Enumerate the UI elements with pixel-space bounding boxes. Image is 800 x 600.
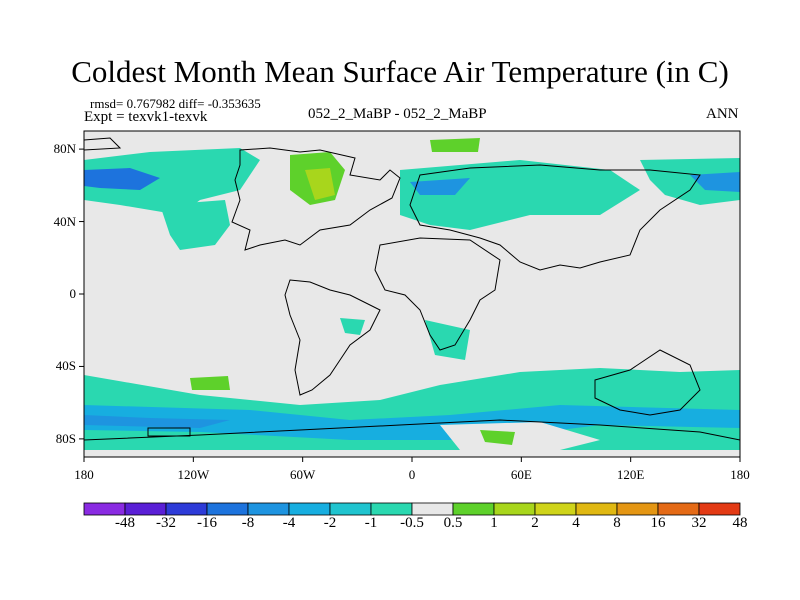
south-america-outline <box>284 279 381 396</box>
anomaly-region <box>305 168 335 200</box>
axis-ticks <box>79 148 741 462</box>
colorbar-label: -1 <box>364 515 378 531</box>
anomaly-region <box>84 415 230 428</box>
anomaly-region <box>690 172 740 192</box>
eurasia-outline <box>409 164 701 271</box>
colorbar-swatch <box>575 502 618 516</box>
colorbar-label: 2 <box>531 515 539 531</box>
colorbar-swatch <box>493 502 536 516</box>
colorbar-label: 32 <box>691 515 707 531</box>
lon-tick-label: 180 <box>730 467 750 482</box>
colorbar-label: 1 <box>490 515 498 531</box>
anomaly-shading <box>84 138 740 450</box>
anomaly-region <box>640 158 740 205</box>
colorbar-label: 48 <box>732 515 748 531</box>
colorbar-label: 0.5 <box>443 515 463 531</box>
arctic-outline <box>83 137 122 151</box>
colorbar-label: 4 <box>572 515 580 531</box>
colorbar-label: -8 <box>241 515 255 531</box>
colorbar-swatch <box>206 502 249 516</box>
anomaly-region <box>425 320 470 360</box>
anomaly-region <box>340 318 365 335</box>
colorbar-label: -0.5 <box>400 515 424 531</box>
map-area <box>83 130 741 458</box>
colorbar-swatch <box>616 502 659 516</box>
anomaly-region <box>160 200 230 250</box>
experiment-label: Expt = texvk1-texvk <box>84 109 208 125</box>
lon-tick-label: 60W <box>290 467 316 482</box>
anomaly-region <box>190 376 230 390</box>
chart-title: Coldest Month Mean Surface Air Temperatu… <box>71 54 729 89</box>
colorbar-label: -48 <box>115 515 135 531</box>
lon-tick-label: 120W <box>177 467 210 482</box>
season-label: ANN <box>706 106 739 122</box>
lon-tick-label: 180 <box>74 467 94 482</box>
colorbar <box>83 502 741 516</box>
colorbar-swatch <box>452 502 495 516</box>
continent-outlines <box>83 137 741 441</box>
australia-outline <box>594 349 701 416</box>
lat-tick-label: 80S <box>55 430 76 446</box>
antarctica-outline <box>147 427 191 437</box>
lat-tick-label: 80N <box>53 141 76 157</box>
comparison-label: 052_2_MaBP - 052_2_MaBP <box>308 106 487 122</box>
colorbar-swatch <box>370 502 413 516</box>
anomaly-region <box>480 430 515 445</box>
colorbar-swatch <box>124 502 167 516</box>
colorbar-swatch <box>411 502 454 516</box>
colorbar-label: -2 <box>323 515 337 531</box>
rmsd-diff-stats: rmsd= 0.767982 diff= -0.353635 <box>90 96 261 111</box>
colorbar-swatch <box>534 502 577 516</box>
colorbar-label: -16 <box>197 515 217 531</box>
colorbar-label: -4 <box>282 515 296 531</box>
antarctica-outline <box>83 419 741 441</box>
anomaly-region <box>400 160 640 230</box>
colorbar-swatch <box>329 502 372 516</box>
colorbar-swatch <box>288 502 331 516</box>
colorbar-label: -32 <box>156 515 176 531</box>
africa-outline <box>374 237 501 351</box>
colorbar-swatch <box>698 502 741 516</box>
lon-tick-label: 0 <box>408 467 416 482</box>
lon-tick-label: 120E <box>616 467 645 482</box>
north-america-outline <box>231 147 401 251</box>
lat-tick-label: 40S <box>55 358 76 374</box>
anomaly-region <box>84 168 160 190</box>
anomaly-region <box>84 405 740 440</box>
colorbar-label: 16 <box>650 515 666 531</box>
colorbar-swatch <box>165 502 208 516</box>
colorbar-swatch <box>83 502 126 516</box>
anomaly-region <box>410 178 470 195</box>
colorbar-label: 8 <box>613 515 621 531</box>
anomaly-region <box>440 422 600 450</box>
anomaly-region <box>430 138 480 152</box>
anomaly-region <box>84 148 260 215</box>
colorbar-swatch <box>247 502 290 516</box>
lat-tick-label: 40N <box>53 213 76 229</box>
lon-tick-label: 60E <box>510 467 532 482</box>
lat-tick-label: 0 <box>69 286 77 301</box>
colorbar-swatch <box>657 502 700 516</box>
